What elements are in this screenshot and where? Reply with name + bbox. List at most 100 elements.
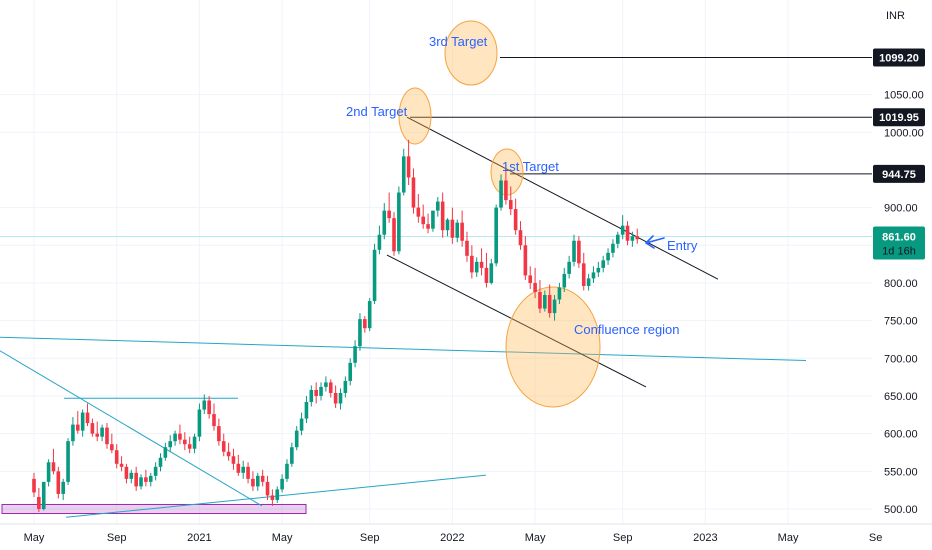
candle-body[interactable] xyxy=(270,495,275,500)
candle-body[interactable] xyxy=(221,441,226,452)
candle-body[interactable] xyxy=(533,282,537,292)
candle-body[interactable] xyxy=(61,481,65,494)
support-zone-box[interactable] xyxy=(1,503,307,515)
candle-body[interactable] xyxy=(163,447,168,458)
candle-body[interactable] xyxy=(75,424,80,431)
candle-body[interactable] xyxy=(46,462,51,482)
candle-body[interactable] xyxy=(445,219,450,231)
candle-body[interactable] xyxy=(581,263,586,286)
candle-body[interactable] xyxy=(173,433,177,442)
candle-body[interactable] xyxy=(71,424,75,442)
candle-body[interactable] xyxy=(119,463,124,467)
candle-body[interactable] xyxy=(392,218,396,252)
candle-body[interactable] xyxy=(616,234,620,244)
candle-body[interactable] xyxy=(494,207,498,264)
candle-body[interactable] xyxy=(547,295,552,314)
candle-body[interactable] xyxy=(596,267,601,273)
candle-body[interactable] xyxy=(557,287,562,300)
candle-body[interactable] xyxy=(348,362,353,381)
candle-body[interactable] xyxy=(470,255,474,273)
candle-body[interactable] xyxy=(586,278,591,286)
candle-body[interactable] xyxy=(324,382,328,387)
candle-body[interactable] xyxy=(635,236,640,240)
candle-body[interactable] xyxy=(538,291,542,309)
candle-body[interactable] xyxy=(236,463,241,473)
candle-body[interactable] xyxy=(455,222,460,238)
candle-body[interactable] xyxy=(290,447,294,464)
candle-body[interactable] xyxy=(134,472,138,487)
candle-body[interactable] xyxy=(508,200,513,210)
candle-body[interactable] xyxy=(304,402,309,419)
channel-lower-line[interactable] xyxy=(386,254,647,388)
candle-body[interactable] xyxy=(231,456,236,464)
candle-body[interactable] xyxy=(620,225,625,235)
candle-body[interactable] xyxy=(367,301,372,329)
candle-body[interactable] xyxy=(255,475,260,487)
candle-body[interactable] xyxy=(168,441,173,448)
candle-body[interactable] xyxy=(440,201,445,231)
candle-body[interactable] xyxy=(105,427,109,445)
trendline-descending[interactable] xyxy=(0,350,263,507)
candle-body[interactable] xyxy=(124,466,129,479)
candle-body[interactable] xyxy=(358,319,362,347)
candle-body[interactable] xyxy=(552,299,557,314)
candle-body[interactable] xyxy=(353,346,357,363)
candle-body[interactable] xyxy=(183,439,187,445)
candle-body[interactable] xyxy=(114,450,119,464)
candle-body[interactable] xyxy=(280,478,284,490)
candle-body[interactable] xyxy=(178,433,182,440)
candle-body[interactable] xyxy=(474,261,479,273)
confluence-circle[interactable] xyxy=(505,286,601,408)
target-2-circle[interactable] xyxy=(398,87,432,145)
candle-body[interactable] xyxy=(543,295,547,309)
candle-body[interactable] xyxy=(148,475,153,482)
candle-body[interactable] xyxy=(319,386,323,396)
candle-body[interactable] xyxy=(601,260,606,268)
candle-body[interactable] xyxy=(465,240,469,256)
candle-body[interactable] xyxy=(158,457,163,467)
candle-body[interactable] xyxy=(80,412,85,431)
candle-body[interactable] xyxy=(41,481,46,509)
candle-body[interactable] xyxy=(363,319,367,329)
candle-body[interactable] xyxy=(431,210,435,229)
candle-body[interactable] xyxy=(630,236,635,241)
candle-body[interactable] xyxy=(251,478,255,487)
candle-body[interactable] xyxy=(504,180,508,201)
candle-body[interactable] xyxy=(241,466,245,473)
candle-body[interactable] xyxy=(577,240,581,264)
candle-body[interactable] xyxy=(187,444,192,449)
candle-body[interactable] xyxy=(265,481,270,496)
candle-body[interactable] xyxy=(489,263,494,283)
candle-body[interactable] xyxy=(411,177,416,208)
candle-body[interactable] xyxy=(460,222,464,241)
candle-body[interactable] xyxy=(562,273,567,288)
candle-body[interactable] xyxy=(328,382,333,393)
candle-body[interactable] xyxy=(382,210,387,235)
candle-body[interactable] xyxy=(37,496,41,509)
candle-body[interactable] xyxy=(139,477,143,487)
candle-body[interactable] xyxy=(523,245,528,276)
candle-body[interactable] xyxy=(421,216,425,225)
candle-body[interactable] xyxy=(85,412,90,424)
candle-body[interactable] xyxy=(377,234,382,250)
candle-body[interactable] xyxy=(246,466,250,479)
candle-body[interactable] xyxy=(314,389,318,396)
candle-body[interactable] xyxy=(100,427,104,437)
candle-body[interactable] xyxy=(611,243,615,253)
candle-body[interactable] xyxy=(499,180,503,208)
candle-body[interactable] xyxy=(416,207,421,217)
candle-body[interactable] xyxy=(513,209,518,231)
target-3-circle[interactable] xyxy=(444,20,498,86)
candle-body[interactable] xyxy=(343,380,348,393)
channel-upper-line[interactable] xyxy=(406,116,719,280)
candle-body[interactable] xyxy=(479,261,484,268)
candle-body[interactable] xyxy=(32,478,36,493)
candle-body[interactable] xyxy=(95,433,100,437)
candle-body[interactable] xyxy=(56,471,61,494)
candle-body[interactable] xyxy=(528,275,533,283)
candle-body[interactable] xyxy=(338,392,343,404)
candle-body[interactable] xyxy=(202,400,207,410)
candle-body[interactable] xyxy=(333,392,338,404)
candle-body[interactable] xyxy=(129,472,134,479)
